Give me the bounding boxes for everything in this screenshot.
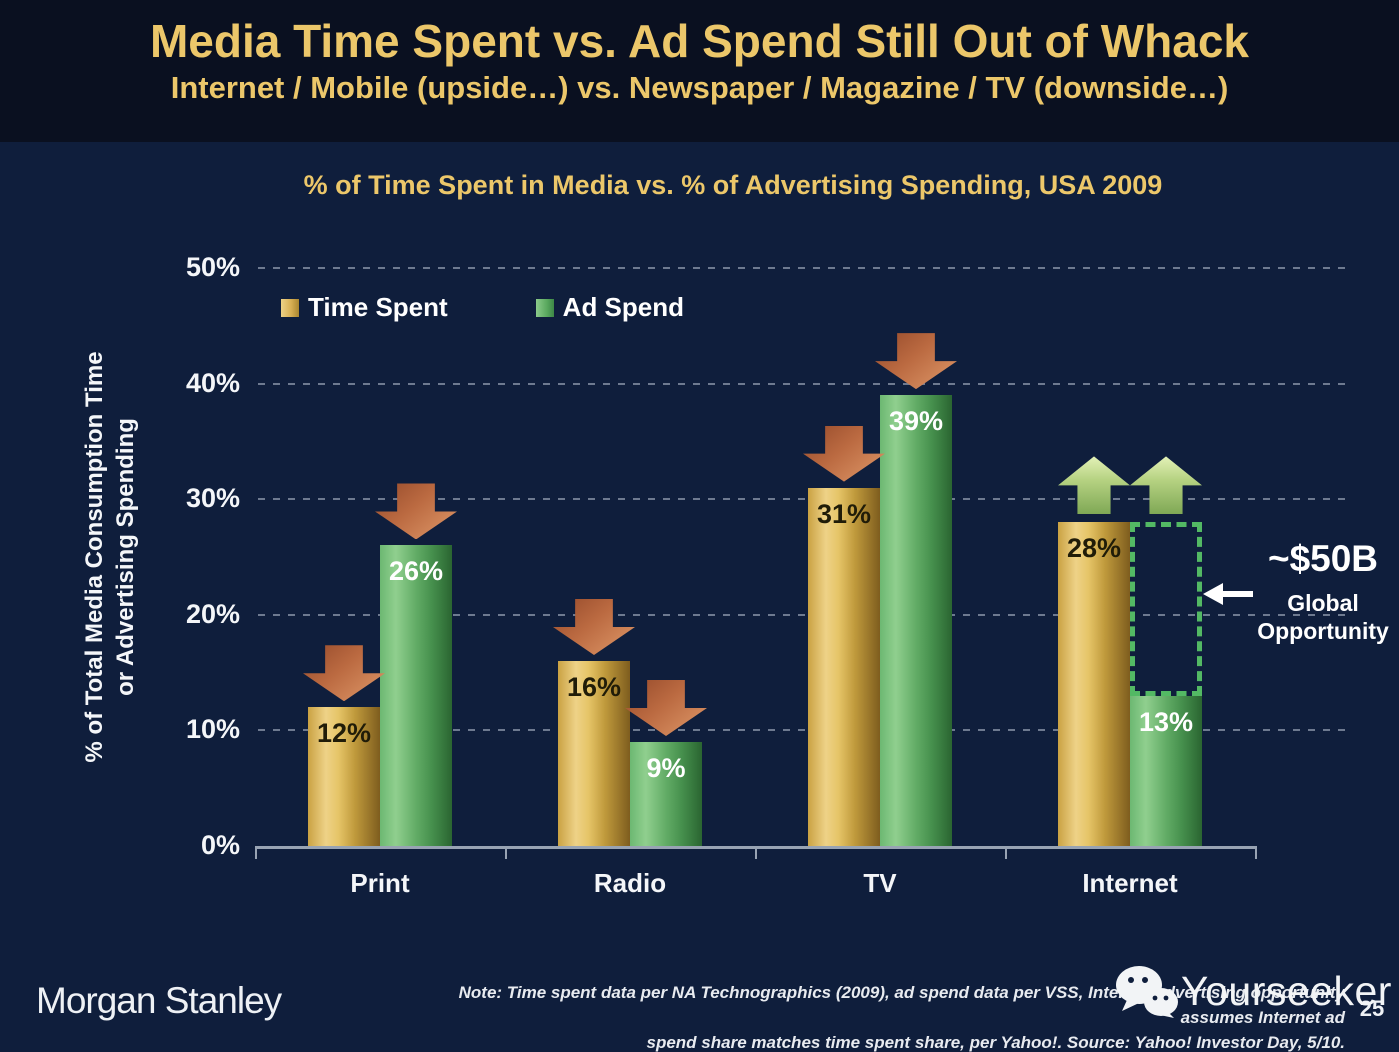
legend: Time Spent Ad Spend — [281, 292, 684, 323]
down-arrow-icon — [625, 679, 707, 736]
y-tick-label-20: 20% — [185, 598, 240, 629]
opportunity-value: ~$50B — [1267, 538, 1379, 579]
bar-value-label-radio-time-spent: 16% — [566, 672, 622, 703]
gridline-10 — [258, 729, 1350, 732]
legend-item-time-spent: Time Spent — [281, 292, 448, 323]
y-tick-label-50: 50% — [185, 252, 240, 282]
y-tick-label-10: 10% — [185, 714, 240, 745]
legend-swatch-ad-spend — [535, 298, 554, 317]
slide-title: Media Time Spent vs. Ad Spend Still Out … — [149, 15, 1250, 67]
gridline-40 — [258, 382, 1350, 385]
left-arrow-icon — [1203, 583, 1253, 605]
title-band: Media Time Spent vs. Ad Spend Still Out … — [0, 0, 1399, 142]
x-axis-line — [255, 846, 1257, 849]
category-label-tv: TV — [863, 868, 897, 898]
down-arrow-icon — [375, 483, 457, 540]
bar-value-label-tv-ad-spend: 39% — [888, 406, 944, 437]
brand-logo: Morgan Stanley — [36, 980, 282, 1021]
bar-tv-time-spent — [808, 487, 880, 846]
category-label-internet: Internet — [1082, 868, 1178, 898]
opportunity-box — [1130, 522, 1202, 696]
footnote-line2: spend share matches time spent share, pe… — [646, 1033, 1346, 1052]
y-tick-label-0: 0% — [200, 830, 240, 860]
x-axis-tick — [1005, 846, 1007, 859]
bar-print-time-spent — [308, 707, 380, 846]
bar-value-label-internet-time-spent: 28% — [1066, 533, 1122, 564]
down-arrow-icon — [553, 599, 635, 656]
legend-label-time-spent: Time Spent — [308, 292, 448, 322]
bar-tv-ad-spend — [880, 395, 952, 846]
x-axis-tick — [505, 846, 507, 859]
category-label-radio: Radio — [593, 868, 667, 898]
opportunity-label-line1: Global — [1287, 590, 1359, 616]
bar-print-ad-spend — [380, 545, 452, 846]
x-axis-tick — [1255, 846, 1257, 859]
x-axis-tick — [255, 846, 257, 859]
legend-item-ad-spend: Ad Spend — [535, 292, 685, 323]
bar-internet-ad-spend — [1130, 695, 1202, 846]
gridline-30 — [258, 498, 1350, 501]
bar-radio-ad-spend — [630, 741, 702, 846]
opportunity-label-line2: Opportunity — [1257, 618, 1389, 644]
down-arrow-icon — [303, 645, 385, 702]
wechat-icon — [1116, 966, 1178, 1018]
page-number: 25 — [1359, 996, 1385, 1021]
watermark: Yourseeker — [1113, 964, 1392, 1018]
x-axis-tick — [755, 846, 757, 859]
y-tick-label-30: 30% — [185, 483, 240, 514]
up-arrow-icon — [1130, 456, 1202, 515]
slide-subtitle: Internet / Mobile (upside…) vs. Newspape… — [170, 70, 1229, 105]
y-tick-label-40: 40% — [185, 367, 240, 398]
legend-swatch-time-spent — [281, 298, 299, 317]
bar-radio-time-spent — [558, 661, 630, 846]
up-arrow-icon — [1058, 456, 1130, 515]
down-arrow-icon — [875, 333, 957, 390]
bar-value-label-internet-ad-spend: 13% — [1138, 706, 1194, 737]
bar-value-label-print-time-spent: 12% — [316, 718, 372, 749]
bar-value-label-print-ad-spend: 26% — [388, 556, 444, 587]
gridline-20 — [258, 613, 1350, 616]
chart-title: % of Time Spent in Media vs. % of Advert… — [303, 170, 1163, 200]
watermark-text: Yourseeker — [1181, 967, 1392, 1014]
bar-value-label-tv-time-spent: 31% — [816, 498, 872, 529]
legend-label-ad-spend: Ad Spend — [562, 292, 685, 322]
bar-internet-time-spent — [1058, 522, 1130, 846]
category-label-print: Print — [350, 868, 410, 898]
gridline-50 — [258, 267, 1350, 269]
down-arrow-icon — [803, 425, 885, 482]
bar-value-label-radio-ad-spend: 9% — [646, 752, 686, 783]
